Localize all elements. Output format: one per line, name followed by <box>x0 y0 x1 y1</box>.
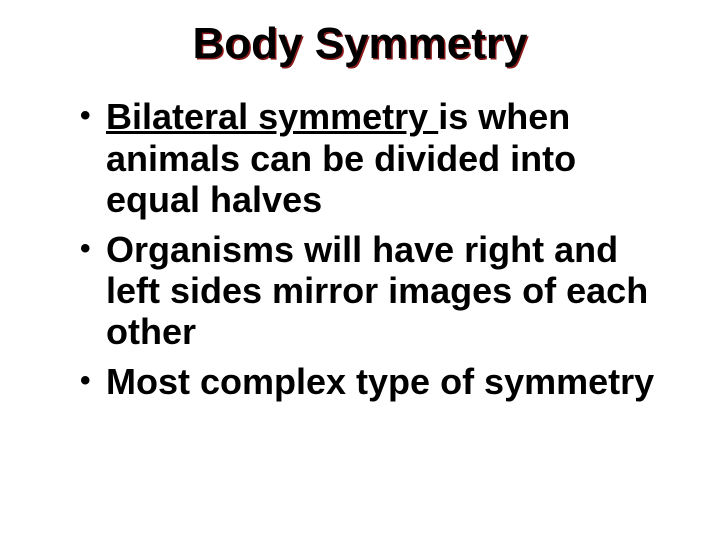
bullet-item: Most complex type of symmetry <box>80 361 660 402</box>
bullet-item: Bilateral symmetry is when animals can b… <box>80 96 660 220</box>
bullet-text: Most complex type of symmetry <box>106 361 654 402</box>
slide-title-text: Body Symmetry <box>192 19 527 68</box>
bullet-list: Bilateral symmetry is when animals can b… <box>50 96 670 402</box>
slide-title: Body Symmetry Body Symmetry <box>50 20 670 68</box>
slide: Body Symmetry Body Symmetry Bilateral sy… <box>0 0 720 540</box>
bullet-text: Organisms will have right and left sides… <box>106 229 648 353</box>
bullet-underlined: Bilateral symmetry <box>106 96 438 137</box>
bullet-item: Organisms will have right and left sides… <box>80 229 660 353</box>
